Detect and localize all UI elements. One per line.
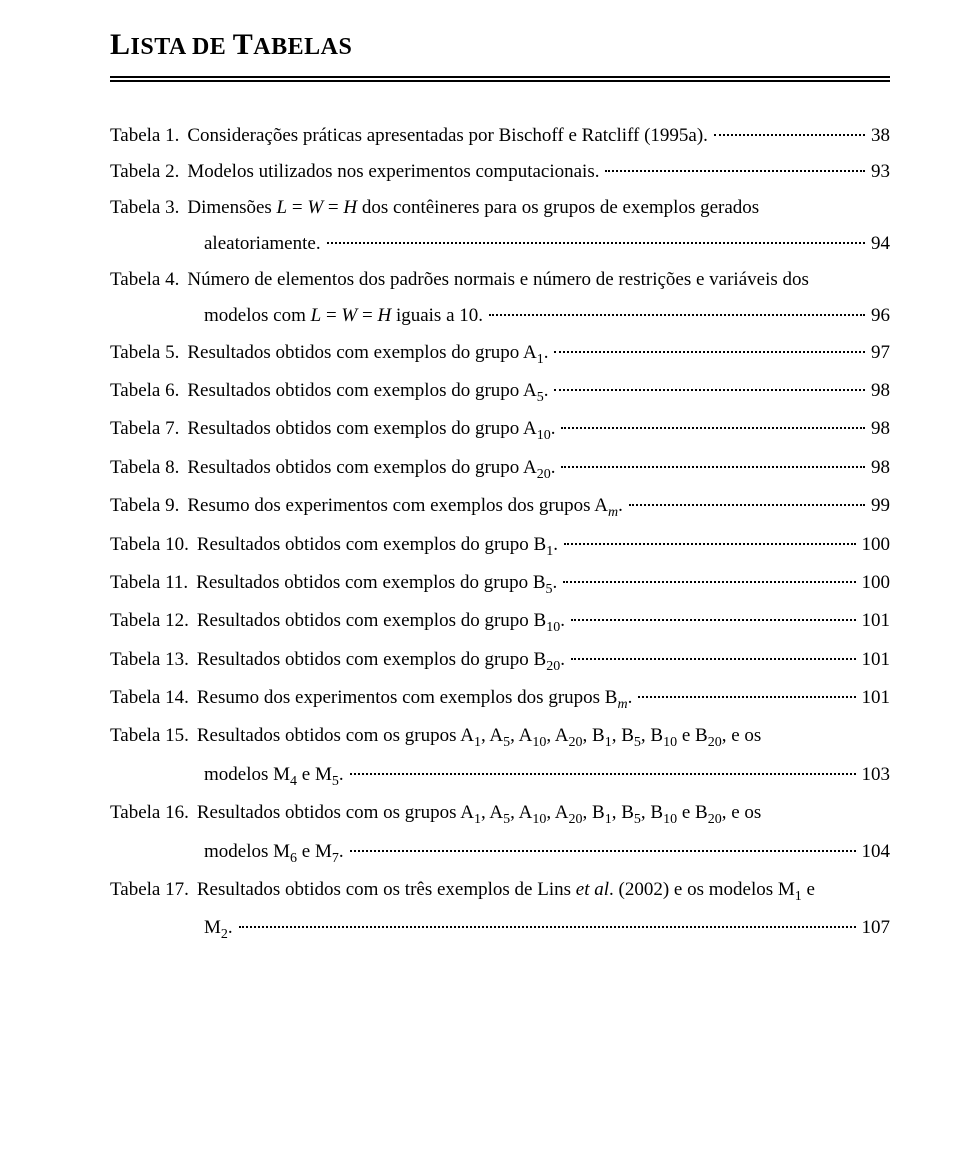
toc-description: Resultados obtidos com exemplos do grupo… bbox=[187, 373, 552, 411]
toc-label: Tabela 2. bbox=[110, 154, 187, 190]
page: LISTA DE TABELAS Tabela 1.Considerações … bbox=[0, 0, 960, 1174]
toc-description: Resumo dos experimentos com exemplos dos… bbox=[197, 680, 636, 718]
toc-label: Tabela 11. bbox=[110, 565, 196, 601]
toc-page-number: 103 bbox=[858, 757, 891, 793]
toc-label: Tabela 13. bbox=[110, 642, 197, 678]
toc-entry: Tabela 13.Resultados obtidos com exemplo… bbox=[110, 642, 890, 680]
toc-entry: Tabela 17.Resultados obtidos com os três… bbox=[110, 872, 890, 910]
toc-leaders bbox=[563, 581, 855, 583]
toc-description: Resultados obtidos com exemplos do grupo… bbox=[187, 450, 559, 488]
toc-description: Resultados obtidos com exemplos do grupo… bbox=[187, 335, 552, 373]
toc-leaders bbox=[350, 850, 856, 852]
toc-label: Tabela 17. bbox=[110, 872, 197, 908]
toc-leaders bbox=[554, 389, 865, 391]
toc-leaders bbox=[571, 658, 856, 660]
toc-description: modelos M6 e M7. bbox=[204, 834, 348, 872]
toc-entry: Tabela 1.Considerações práticas apresent… bbox=[110, 118, 890, 154]
toc-description: Dimensões L = W = H dos contêineres para… bbox=[187, 190, 763, 226]
toc-page-number: 107 bbox=[858, 910, 891, 946]
toc-entry: Tabela 4.Número de elementos dos padrões… bbox=[110, 262, 890, 298]
toc-description: Resultados obtidos com exemplos do grupo… bbox=[187, 411, 559, 449]
toc-entry: Tabela 11.Resultados obtidos com exemplo… bbox=[110, 565, 890, 603]
toc-description: Resultados obtidos com os grupos A1, A5,… bbox=[197, 718, 765, 756]
toc-entry: Tabela 8.Resultados obtidos com exemplos… bbox=[110, 450, 890, 488]
toc-entry: Tabela 3.Dimensões L = W = H dos contêin… bbox=[110, 190, 890, 226]
toc-label: Tabela 9. bbox=[110, 488, 187, 524]
toc-description: Resultados obtidos com os três exemplos … bbox=[197, 872, 819, 910]
toc-description: Resultados obtidos com exemplos do grupo… bbox=[196, 565, 561, 603]
toc-entry: Tabela 12.Resultados obtidos com exemplo… bbox=[110, 603, 890, 641]
toc-label: Tabela 8. bbox=[110, 450, 187, 486]
toc-description: modelos M4 e M5. bbox=[204, 757, 348, 795]
toc-page-number: 100 bbox=[858, 565, 891, 601]
toc-label: Tabela 14. bbox=[110, 680, 197, 716]
toc-description: Resumo dos experimentos com exemplos dos… bbox=[187, 488, 626, 526]
toc-page-number: 94 bbox=[867, 226, 890, 262]
toc-entry: Tabela 7.Resultados obtidos com exemplos… bbox=[110, 411, 890, 449]
toc-leaders bbox=[605, 170, 865, 172]
toc-description: Considerações práticas apresentadas por … bbox=[187, 118, 712, 154]
toc-label: Tabela 15. bbox=[110, 718, 197, 754]
page-title: LISTA DE TABELAS bbox=[110, 28, 890, 62]
table-of-tables: Tabela 1.Considerações práticas apresent… bbox=[110, 118, 890, 949]
toc-description: Resultados obtidos com exemplos do grupo… bbox=[197, 603, 569, 641]
toc-leaders bbox=[629, 504, 865, 506]
toc-page-number: 104 bbox=[858, 834, 891, 870]
toc-leaders bbox=[327, 242, 865, 244]
toc-label: Tabela 16. bbox=[110, 795, 197, 831]
toc-page-number: 101 bbox=[858, 680, 891, 716]
toc-leaders bbox=[239, 926, 856, 928]
toc-leaders bbox=[561, 427, 865, 429]
toc-entry: Tabela 5.Resultados obtidos com exemplos… bbox=[110, 335, 890, 373]
toc-entry-continuation: modelos M4 e M5. 103 bbox=[110, 757, 890, 795]
toc-leaders bbox=[554, 351, 865, 353]
toc-description: aleatoriamente. bbox=[204, 226, 325, 262]
toc-entry-continuation: aleatoriamente. 94 bbox=[110, 226, 890, 262]
title-rule bbox=[110, 76, 890, 82]
toc-page-number: 101 bbox=[858, 603, 891, 639]
toc-entry-continuation: modelos com L = W = H iguais a 10. 96 bbox=[110, 298, 890, 334]
toc-description: Resultados obtidos com os grupos A1, A5,… bbox=[197, 795, 765, 833]
toc-page-number: 100 bbox=[858, 527, 891, 563]
toc-page-number: 97 bbox=[867, 335, 890, 371]
toc-label: Tabela 12. bbox=[110, 603, 197, 639]
toc-label: Tabela 7. bbox=[110, 411, 187, 447]
toc-entry: Tabela 2.Modelos utilizados nos experime… bbox=[110, 154, 890, 190]
toc-page-number: 96 bbox=[867, 298, 890, 334]
toc-page-number: 38 bbox=[867, 118, 890, 154]
toc-page-number: 99 bbox=[867, 488, 890, 524]
toc-leaders bbox=[489, 314, 865, 316]
toc-page-number: 98 bbox=[867, 411, 890, 447]
toc-label: Tabela 5. bbox=[110, 335, 187, 371]
toc-entry: Tabela 9.Resumo dos experimentos com exe… bbox=[110, 488, 890, 526]
toc-leaders bbox=[638, 696, 855, 698]
toc-label: Tabela 4. bbox=[110, 262, 187, 298]
toc-entry: Tabela 14.Resumo dos experimentos com ex… bbox=[110, 680, 890, 718]
toc-entry-continuation: modelos M6 e M7. 104 bbox=[110, 834, 890, 872]
toc-leaders bbox=[564, 543, 856, 545]
toc-entry: Tabela 6.Resultados obtidos com exemplos… bbox=[110, 373, 890, 411]
toc-leaders bbox=[350, 773, 856, 775]
toc-entry: Tabela 15.Resultados obtidos com os grup… bbox=[110, 718, 890, 756]
toc-description: Resultados obtidos com exemplos do grupo… bbox=[197, 527, 562, 565]
toc-description: modelos com L = W = H iguais a 10. bbox=[204, 298, 487, 334]
toc-entry: Tabela 16.Resultados obtidos com os grup… bbox=[110, 795, 890, 833]
toc-label: Tabela 1. bbox=[110, 118, 187, 154]
toc-label: Tabela 10. bbox=[110, 527, 197, 563]
toc-description: M2. bbox=[204, 910, 237, 948]
toc-description: Número de elementos dos padrões normais … bbox=[187, 262, 813, 298]
toc-leaders bbox=[561, 466, 865, 468]
toc-description: Resultados obtidos com exemplos do grupo… bbox=[197, 642, 569, 680]
toc-page-number: 101 bbox=[858, 642, 891, 678]
toc-leaders bbox=[571, 619, 856, 621]
toc-page-number: 98 bbox=[867, 450, 890, 486]
toc-label: Tabela 3. bbox=[110, 190, 187, 226]
toc-entry: Tabela 10.Resultados obtidos com exemplo… bbox=[110, 527, 890, 565]
toc-page-number: 93 bbox=[867, 154, 890, 190]
toc-label: Tabela 6. bbox=[110, 373, 187, 409]
toc-page-number: 98 bbox=[867, 373, 890, 409]
toc-description: Modelos utilizados nos experimentos comp… bbox=[187, 154, 603, 190]
toc-entry-continuation: M2. 107 bbox=[110, 910, 890, 948]
toc-leaders bbox=[714, 134, 865, 136]
